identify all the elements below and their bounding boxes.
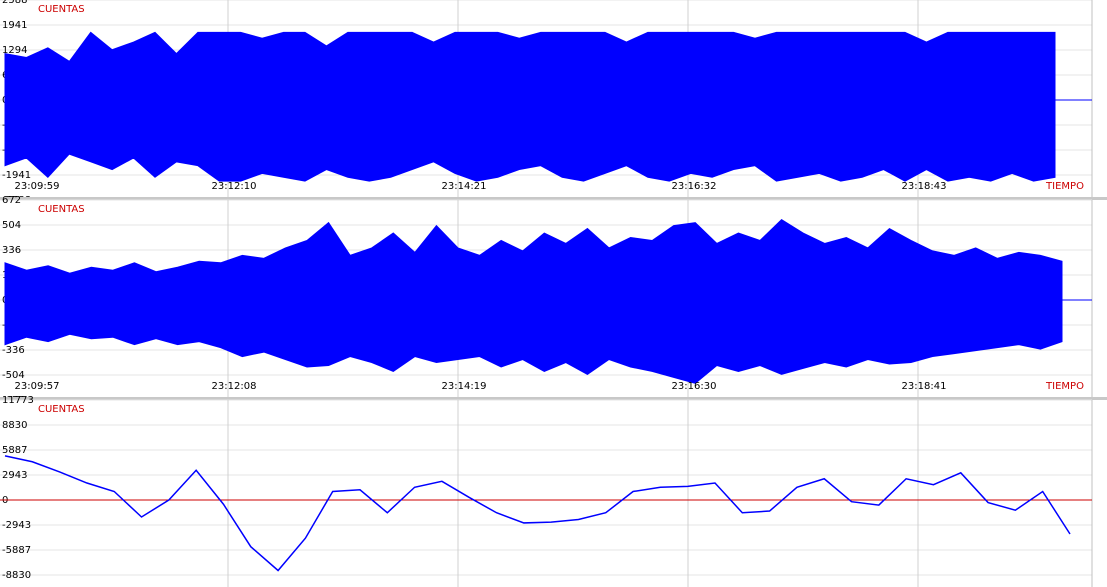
time-label: 23:16:32 (672, 181, 717, 192)
time-label: 23:09:57 (15, 381, 60, 392)
time-label: 23:16:30 (672, 381, 717, 392)
y-tick-label: -336 (2, 345, 25, 356)
y-tick-label: -5887 (2, 545, 31, 556)
separator (0, 197, 1107, 200)
time-label: 23:09:59 (15, 181, 60, 192)
waveform-envelope (4, 219, 1063, 384)
y-axis-label: CUENTAS (38, 4, 85, 15)
y-tick-label: 1941 (2, 20, 27, 31)
y-tick-label: 11773 (2, 395, 34, 406)
y-tick-label: -1941 (2, 170, 31, 181)
x-axis-label: TIEMPO (1045, 381, 1084, 392)
y-tick-label: -8830 (2, 570, 31, 581)
y-tick-label: 672 (2, 195, 21, 206)
y-tick-label: 2943 (2, 470, 27, 481)
panel (0, 400, 1092, 587)
waveform-line (4, 455, 1071, 572)
time-label: 23:18:43 (902, 181, 947, 192)
y-tick-label: 5887 (2, 445, 27, 456)
x-axis-label: TIEMPO (1045, 181, 1084, 192)
separator (0, 397, 1107, 400)
y-tick-label: 336 (2, 245, 21, 256)
time-label: 23:14:19 (442, 381, 487, 392)
y-axis-label: CUENTAS (38, 204, 85, 215)
y-tick-label: 8830 (2, 420, 27, 431)
y-tick-label: 504 (2, 220, 21, 231)
waveform-envelope (4, 31, 1056, 182)
y-tick-label: 2588 (2, 0, 27, 6)
time-label: 23:12:10 (212, 181, 257, 192)
time-label: 23:12:08 (212, 381, 257, 392)
y-tick-label: -504 (2, 370, 25, 381)
y-axis-label: CUENTAS (38, 404, 85, 415)
y-tick-label: -2943 (2, 520, 31, 531)
time-label: 23:14:21 (442, 181, 487, 192)
time-label: 23:18:41 (902, 381, 947, 392)
y-tick-label: 1294 (2, 45, 27, 56)
